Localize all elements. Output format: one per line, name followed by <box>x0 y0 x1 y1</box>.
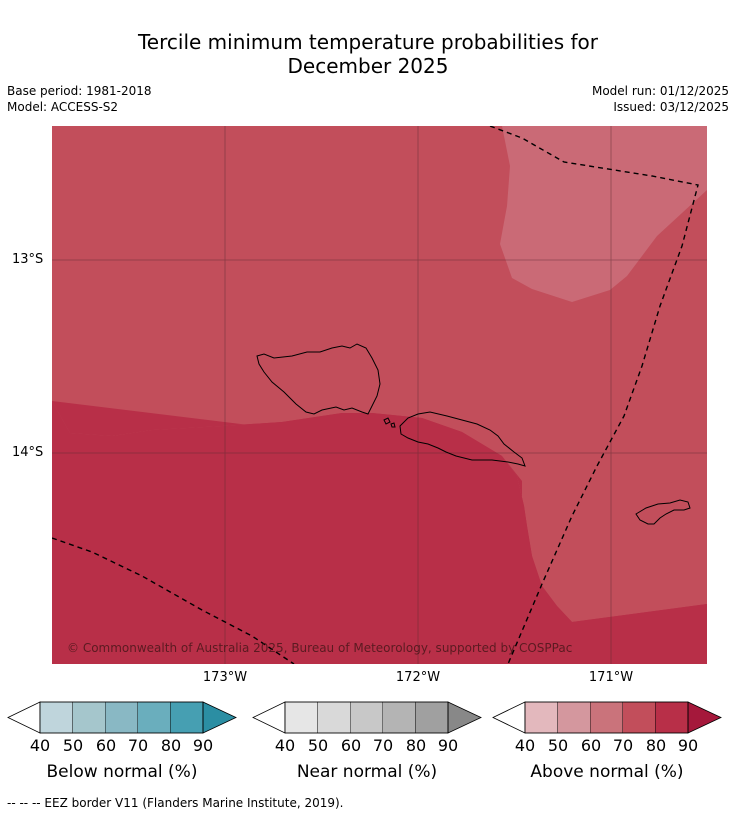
colorbar-frame <box>284 701 449 734</box>
colorbar-above-normal-svg <box>492 701 722 734</box>
graticule <box>52 126 707 664</box>
colorbar-segment <box>104 701 138 734</box>
cb-near-name: Near normal (%) <box>296 762 438 782</box>
lat-label-13s: 13°S <box>12 252 44 267</box>
cb-near-tick-60: 60 <box>340 736 362 755</box>
colorbar-segment <box>170 701 204 734</box>
map-canvas[interactable] <box>52 126 707 664</box>
islet-manono-apolima <box>383 417 396 428</box>
colorbar-segment <box>284 701 318 734</box>
cb-above-tick-70: 70 <box>612 736 634 755</box>
cb-below-tick-40: 40 <box>29 736 51 755</box>
colorbar-below-normal-svg <box>7 701 237 734</box>
colorbar-segment <box>557 701 591 734</box>
cb-near-tick-70: 70 <box>372 736 394 755</box>
eez-border <box>52 126 699 664</box>
meta-left: Base period: 1981-2018 Model: ACCESS-S2 <box>7 83 152 115</box>
cb-above-name: Above normal (%) <box>530 762 684 782</box>
cb-near-tick-80: 80 <box>405 736 427 755</box>
colorbar-max-extend <box>202 701 237 734</box>
colorbar-segment <box>39 701 73 734</box>
cb-below-name: Below normal (%) <box>46 762 198 782</box>
map-svg <box>52 126 707 664</box>
colorbar-segment <box>622 701 656 734</box>
island-tutuila <box>635 499 691 525</box>
lat-label-14s: 14°S <box>12 445 44 460</box>
cb-above-tick-60: 60 <box>580 736 602 755</box>
colorbar-segment <box>589 701 623 734</box>
cb-near-tick-50: 50 <box>307 736 329 755</box>
colorbar-min-extend <box>492 701 526 734</box>
colorbar-near-normal-svg <box>252 701 482 734</box>
colorbar-max-extend <box>687 701 722 734</box>
lon-label-172w: 172°W <box>395 670 441 685</box>
title-line-2: December 2025 <box>287 54 449 78</box>
colorbar-segment <box>415 701 449 734</box>
meta-right: Model run: 01/12/2025 Issued: 03/12/2025 <box>592 83 729 115</box>
model-run: Model run: 01/12/2025 <box>591 84 729 98</box>
colorbar-segment <box>524 701 558 734</box>
colorbar-max-extend <box>447 701 482 734</box>
colorbar-segment <box>317 701 351 734</box>
colorbar-frame <box>524 701 689 734</box>
colorbar-min-extend <box>252 701 286 734</box>
cb-near-tick-40: 40 <box>274 736 296 755</box>
map-title: Tercile minimum temperature probabilitie… <box>0 30 736 78</box>
title-line-1: Tercile minimum temperature probabilitie… <box>137 30 599 54</box>
cb-below-tick-60: 60 <box>95 736 117 755</box>
cb-near-tick-90: 90 <box>437 736 459 755</box>
island-savaii <box>256 343 381 415</box>
lon-label-173w: 173°W <box>202 670 248 685</box>
region-above-80-90-fill <box>52 401 707 664</box>
base-period: Base period: 1981-2018 <box>7 84 152 98</box>
colorbar-near-normal: 40 50 60 70 80 90 Near normal (%) <box>252 700 484 782</box>
cb-above-tick-80: 80 <box>645 736 667 755</box>
colorbar-segment <box>72 701 106 734</box>
colorbar-above-normal: 40 50 60 70 80 90 Above normal (%) <box>492 700 724 782</box>
cb-below-tick-90: 90 <box>192 736 214 755</box>
cb-above-tick-40: 40 <box>514 736 536 755</box>
island-upolu <box>399 411 526 467</box>
colorbar-min-extend <box>7 701 41 734</box>
cb-below-tick-80: 80 <box>160 736 182 755</box>
issued-date: Issued: 03/12/2025 <box>613 100 729 114</box>
colorbar-below-normal: 40 50 60 70 80 90 Below normal (%) <box>7 700 239 782</box>
colorbar-frame <box>39 701 204 734</box>
cb-below-tick-70: 70 <box>127 736 149 755</box>
copyright-notice: © Commonwealth of Australia 2025, Bureau… <box>67 641 573 655</box>
region-above-60-70 <box>500 126 707 302</box>
cb-below-tick-50: 50 <box>62 736 84 755</box>
cb-above-tick-90: 90 <box>677 736 699 755</box>
eez-legend-note: -- -- -- EEZ border V11 (Flanders Marine… <box>7 796 344 810</box>
colorbar-segment <box>655 701 689 734</box>
colorbar-segment <box>382 701 416 734</box>
cb-above-tick-50: 50 <box>547 736 569 755</box>
model-name: Model: ACCESS-S2 <box>7 100 119 114</box>
colorbar-segment <box>349 701 383 734</box>
lon-label-171w: 171°W <box>588 670 634 685</box>
colorbar-segment <box>137 701 171 734</box>
